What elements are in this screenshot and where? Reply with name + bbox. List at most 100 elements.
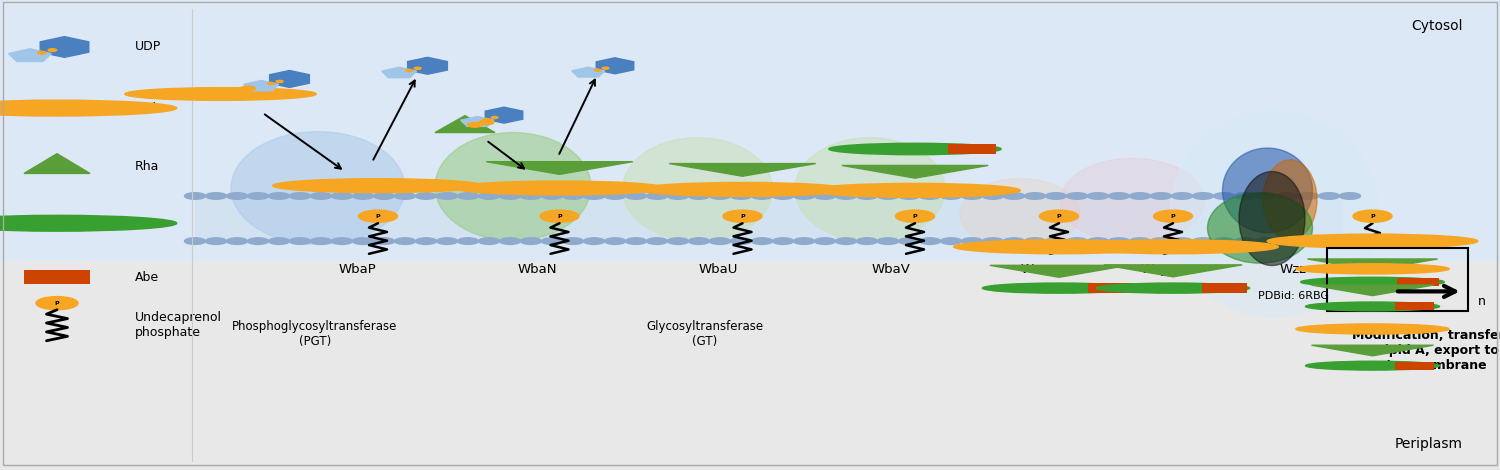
Circle shape [878, 193, 898, 199]
Circle shape [225, 89, 240, 94]
Circle shape [458, 193, 478, 199]
Polygon shape [572, 67, 604, 77]
Circle shape [962, 193, 982, 199]
Circle shape [310, 193, 332, 199]
Circle shape [1154, 210, 1192, 222]
Circle shape [1256, 238, 1276, 244]
Circle shape [646, 193, 668, 199]
Text: P: P [1370, 214, 1376, 219]
Circle shape [436, 193, 457, 199]
Polygon shape [990, 265, 1128, 277]
Text: WbaV: WbaV [871, 263, 910, 276]
Circle shape [604, 193, 625, 199]
Circle shape [836, 193, 856, 199]
Circle shape [1088, 193, 1108, 199]
Polygon shape [460, 117, 494, 126]
Circle shape [584, 193, 604, 199]
Circle shape [856, 193, 877, 199]
Polygon shape [1308, 259, 1437, 270]
Circle shape [794, 238, 814, 244]
Circle shape [710, 193, 730, 199]
Text: Undecaprenol
phosphate: Undecaprenol phosphate [135, 311, 222, 339]
Text: P: P [54, 301, 60, 306]
Circle shape [184, 238, 206, 244]
Polygon shape [270, 70, 309, 87]
Circle shape [772, 238, 794, 244]
Circle shape [1024, 193, 1045, 199]
Circle shape [898, 193, 920, 199]
Circle shape [206, 193, 226, 199]
Circle shape [1298, 193, 1318, 199]
Ellipse shape [1268, 234, 1478, 248]
Ellipse shape [1305, 361, 1440, 370]
Circle shape [492, 117, 498, 118]
FancyBboxPatch shape [24, 271, 90, 284]
FancyBboxPatch shape [1088, 283, 1132, 293]
Circle shape [940, 193, 962, 199]
Circle shape [1088, 238, 1108, 244]
Circle shape [226, 238, 248, 244]
Ellipse shape [1060, 158, 1204, 243]
Circle shape [276, 80, 284, 83]
Circle shape [500, 238, 520, 244]
Ellipse shape [1068, 240, 1278, 254]
Polygon shape [484, 107, 524, 123]
Circle shape [310, 238, 332, 244]
Circle shape [332, 238, 352, 244]
Ellipse shape [638, 182, 848, 196]
Circle shape [290, 238, 310, 244]
Circle shape [688, 238, 709, 244]
Circle shape [1214, 238, 1234, 244]
Circle shape [48, 49, 57, 51]
Text: Gal: Gal [135, 102, 156, 115]
Circle shape [815, 238, 836, 244]
Polygon shape [9, 49, 51, 62]
Circle shape [1192, 238, 1214, 244]
Circle shape [1234, 193, 1256, 199]
Text: Wzz: Wzz [1280, 263, 1306, 276]
Circle shape [1340, 238, 1360, 244]
Circle shape [1150, 193, 1172, 199]
Circle shape [1234, 238, 1256, 244]
Circle shape [206, 238, 226, 244]
Ellipse shape [954, 240, 1164, 254]
Circle shape [1298, 238, 1318, 244]
Circle shape [483, 118, 490, 121]
Circle shape [1276, 238, 1298, 244]
Circle shape [1353, 210, 1392, 222]
Circle shape [352, 193, 374, 199]
Text: WbaN: WbaN [518, 263, 556, 276]
Circle shape [1318, 193, 1340, 199]
Circle shape [268, 193, 290, 199]
Circle shape [240, 86, 255, 91]
Circle shape [856, 238, 877, 244]
Circle shape [36, 297, 78, 310]
Ellipse shape [795, 138, 945, 241]
Polygon shape [408, 57, 447, 74]
Text: Man: Man [135, 217, 162, 230]
Circle shape [836, 238, 856, 244]
Text: P: P [740, 214, 746, 219]
Circle shape [878, 238, 898, 244]
Circle shape [562, 193, 584, 199]
Circle shape [374, 238, 394, 244]
Polygon shape [435, 116, 495, 133]
Polygon shape [486, 162, 633, 174]
Text: WbaU: WbaU [699, 263, 738, 276]
Circle shape [268, 238, 290, 244]
Ellipse shape [1296, 324, 1449, 334]
Circle shape [920, 238, 940, 244]
Ellipse shape [435, 133, 591, 241]
FancyBboxPatch shape [1395, 303, 1434, 310]
Circle shape [500, 193, 520, 199]
Text: Abe: Abe [135, 271, 159, 284]
Circle shape [290, 193, 310, 199]
Circle shape [1046, 193, 1066, 199]
Ellipse shape [0, 215, 177, 231]
Text: P: P [375, 214, 381, 219]
Circle shape [723, 210, 762, 222]
Text: Phosphoglycosyltransferase
(PGT): Phosphoglycosyltransferase (PGT) [232, 320, 398, 348]
Ellipse shape [1300, 277, 1444, 287]
Circle shape [562, 238, 584, 244]
Circle shape [710, 238, 730, 244]
